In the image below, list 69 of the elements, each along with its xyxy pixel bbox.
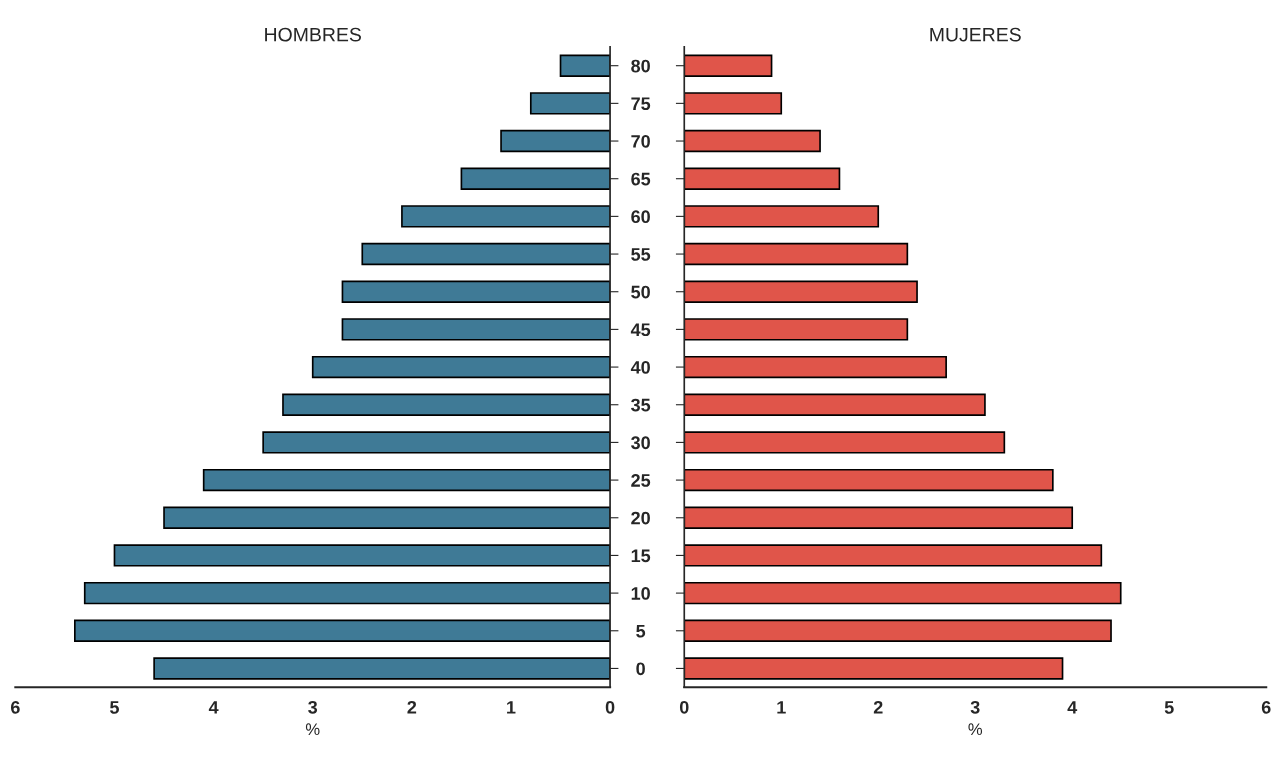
bar: [684, 355, 947, 379]
bar: [684, 242, 909, 266]
bar: [262, 431, 611, 454]
x-tick-label: 6: [10, 700, 20, 714]
bar: [684, 657, 1064, 680]
x-tick-label: 2: [407, 700, 417, 714]
y-tick-label: 25: [631, 474, 651, 487]
bar: [684, 129, 821, 153]
bar: [341, 280, 611, 303]
x-tick-label: 3: [970, 700, 980, 714]
bar: [202, 468, 611, 492]
x-tick-label: 2: [873, 700, 883, 714]
x-tick-label: 1: [777, 701, 786, 714]
chart-title: MUJERES: [930, 27, 1021, 42]
y-tick-label: 0: [636, 662, 645, 676]
bar: [684, 167, 841, 190]
x-tick-label: 1: [507, 701, 516, 714]
bar: [401, 205, 611, 228]
x-tick-label: 5: [1164, 701, 1174, 714]
y-tick-label: 15: [631, 549, 651, 563]
x-tick-label: 5: [110, 701, 119, 714]
bar: [163, 506, 611, 529]
bar: [73, 619, 611, 642]
y-tick-label: 5: [636, 624, 646, 638]
bar: [684, 581, 1122, 605]
y-tick-label: 10: [631, 587, 650, 600]
y-tick-label: 45: [630, 323, 651, 337]
bar: [684, 393, 986, 416]
bar: [500, 129, 611, 153]
y-tick-label: 70: [631, 134, 650, 148]
bar: [684, 318, 909, 341]
bar: [684, 468, 1054, 492]
bar: [113, 544, 611, 567]
bar: [684, 431, 1006, 454]
y-tick-label: 55: [631, 248, 651, 261]
bar: [83, 581, 611, 605]
x-tick-label: 3: [308, 700, 318, 714]
bar: [311, 355, 611, 379]
bar: [684, 619, 1112, 642]
bar: [684, 506, 1074, 529]
bar: [684, 280, 918, 303]
chart-title: HOMBRES: [265, 27, 361, 42]
x-axis-title: %: [305, 723, 320, 736]
y-tick-label: 40: [630, 361, 650, 374]
bar: [559, 54, 611, 77]
bar: [684, 544, 1103, 567]
y-tick-label: 75: [631, 97, 651, 111]
x-tick-label: 6: [1261, 700, 1271, 714]
x-tick-label: 0: [679, 700, 689, 714]
y-tick-label: 20: [631, 511, 650, 525]
x-tick-label: 0: [605, 700, 615, 714]
bar: [153, 657, 611, 680]
y-tick-label: 65: [631, 172, 651, 186]
y-tick-label: 35: [631, 398, 651, 412]
bar: [460, 167, 611, 190]
y-tick-label: 60: [631, 210, 650, 224]
x-tick-label: 4: [208, 701, 219, 714]
bar: [529, 92, 611, 115]
bar: [341, 318, 611, 341]
y-tick-label: 30: [631, 436, 650, 450]
x-axis-title: %: [968, 723, 983, 736]
bar: [684, 54, 773, 77]
y-tick-label: 80: [631, 59, 650, 73]
bar: [282, 393, 611, 416]
bar: [684, 205, 880, 228]
x-tick-label: 4: [1067, 701, 1078, 714]
bar: [361, 242, 611, 266]
y-tick-label: 50: [631, 285, 650, 299]
bar: [684, 92, 783, 115]
